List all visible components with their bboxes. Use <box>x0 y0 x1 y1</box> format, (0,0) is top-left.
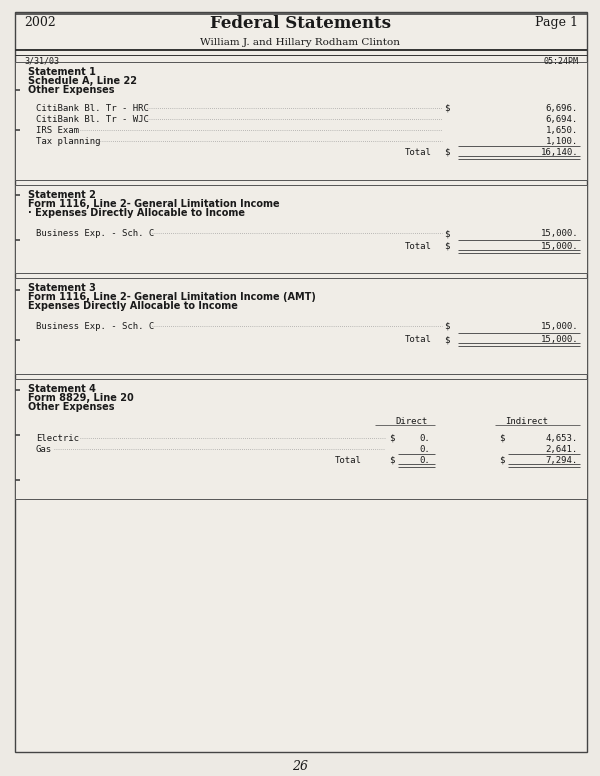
Text: Gas: Gas <box>36 445 52 454</box>
Text: 15,000.: 15,000. <box>541 242 578 251</box>
Bar <box>15 185 587 273</box>
Text: Total: Total <box>405 335 432 344</box>
Text: Statement 4: Statement 4 <box>28 384 96 394</box>
Text: · Expenses Directly Allocable to Income: · Expenses Directly Allocable to Income <box>28 208 245 218</box>
Text: 2,641.: 2,641. <box>546 445 578 454</box>
Text: Total: Total <box>405 148 432 157</box>
Text: CitiBank Bl. Tr - WJC: CitiBank Bl. Tr - WJC <box>36 115 149 124</box>
Text: $: $ <box>444 148 449 157</box>
Text: 0.: 0. <box>419 434 430 443</box>
Text: $: $ <box>444 104 449 113</box>
Text: 05:24PM: 05:24PM <box>543 57 578 66</box>
Text: Other Expenses: Other Expenses <box>28 402 115 412</box>
Text: Form 1116, Line 2- General Limitation Income (AMT): Form 1116, Line 2- General Limitation In… <box>28 292 316 302</box>
Text: Expenses Directly Allocable to Income: Expenses Directly Allocable to Income <box>28 301 238 311</box>
Text: Statement 2: Statement 2 <box>28 190 96 200</box>
Text: 4,653.: 4,653. <box>546 434 578 443</box>
Text: 1,100.: 1,100. <box>546 137 578 146</box>
Text: 2002: 2002 <box>24 16 56 29</box>
Text: 15,000.: 15,000. <box>541 322 578 331</box>
Text: William J. and Hillary Rodham Clinton: William J. and Hillary Rodham Clinton <box>200 38 400 47</box>
Text: $: $ <box>444 242 449 251</box>
Text: Business Exp. - Sch. C: Business Exp. - Sch. C <box>36 322 154 331</box>
Text: 0.: 0. <box>419 445 430 454</box>
Text: Schedule A, Line 22: Schedule A, Line 22 <box>28 76 137 86</box>
Text: 1,650.: 1,650. <box>546 126 578 135</box>
Text: Federal Statements: Federal Statements <box>209 15 391 32</box>
Text: $: $ <box>444 335 449 344</box>
Text: 7,294.: 7,294. <box>546 456 578 465</box>
Text: 15,000.: 15,000. <box>541 229 578 238</box>
Text: $: $ <box>444 229 449 238</box>
Text: $: $ <box>389 434 394 443</box>
Bar <box>15 278 587 374</box>
Text: Total: Total <box>335 456 362 465</box>
Text: Form 1116, Line 2- General Limitation Income: Form 1116, Line 2- General Limitation In… <box>28 199 280 209</box>
Text: Page 1: Page 1 <box>535 16 578 29</box>
Bar <box>15 379 587 499</box>
Text: Total: Total <box>405 242 432 251</box>
Text: Business Exp. - Sch. C: Business Exp. - Sch. C <box>36 229 154 238</box>
Text: 26: 26 <box>292 760 308 773</box>
Text: 6,696.: 6,696. <box>546 104 578 113</box>
Bar <box>15 62 587 180</box>
Text: IRS Exam: IRS Exam <box>36 126 79 135</box>
Text: Statement 3: Statement 3 <box>28 283 96 293</box>
Text: Indirect: Indirect <box>505 417 548 426</box>
Text: Electric: Electric <box>36 434 79 443</box>
Text: CitiBank Bl. Tr - HRC: CitiBank Bl. Tr - HRC <box>36 104 149 113</box>
Text: Direct: Direct <box>395 417 427 426</box>
Text: 16,140.: 16,140. <box>541 148 578 157</box>
Text: $: $ <box>499 434 505 443</box>
Text: Statement 1: Statement 1 <box>28 67 96 77</box>
Text: 0.: 0. <box>419 456 430 465</box>
Text: $: $ <box>389 456 394 465</box>
Text: 6,694.: 6,694. <box>546 115 578 124</box>
Text: Tax planning: Tax planning <box>36 137 101 146</box>
Text: $: $ <box>499 456 505 465</box>
Text: 3/31/03: 3/31/03 <box>24 57 59 66</box>
Text: $: $ <box>444 322 449 331</box>
Text: Form 8829, Line 20: Form 8829, Line 20 <box>28 393 134 403</box>
Text: Other Expenses: Other Expenses <box>28 85 115 95</box>
Text: 15,000.: 15,000. <box>541 335 578 344</box>
